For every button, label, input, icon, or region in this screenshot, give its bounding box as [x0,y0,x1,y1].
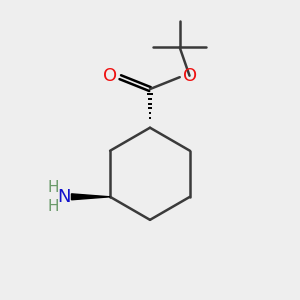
Text: H: H [48,199,59,214]
Text: O: O [183,67,197,85]
Polygon shape [71,194,110,200]
Text: O: O [103,67,117,85]
Text: H: H [48,180,59,195]
Text: N: N [57,188,71,206]
